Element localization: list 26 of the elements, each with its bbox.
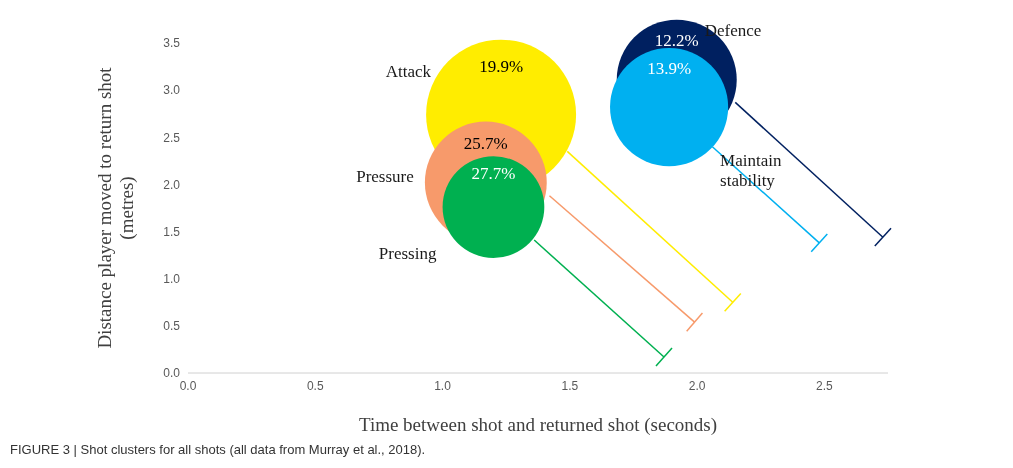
series-label: Pressing [378, 243, 437, 263]
annotation: 19.9% [479, 57, 524, 77]
y-tick-label: 0.0 [163, 366, 181, 381]
y-tick-label: 1.5 [163, 224, 181, 239]
y-tick-label: 0.5 [163, 319, 181, 334]
x-tick-label: 0.0 [179, 378, 197, 393]
x-tick-label: 1.0 [434, 378, 452, 393]
caption: FIGURE 3 | Shot clusters for all shots (all data from Murray et al., 2018). [9, 441, 427, 459]
series-label: Pressure [356, 166, 414, 186]
series-label: Attack [385, 61, 432, 81]
annotation: 12.2% [654, 31, 699, 51]
x-tick-label: 0.5 [306, 378, 324, 393]
annotation: 13.9% [647, 59, 692, 79]
y-tick-label: 3.0 [163, 83, 181, 98]
annotation: 27.7% [471, 164, 516, 184]
y-axis-title: Distance player moved to return shot (metres) [94, 66, 138, 349]
y-tick-label: 2.5 [163, 130, 181, 145]
x-tick-label: 2.5 [816, 378, 834, 393]
x-tick-label: 2.0 [688, 378, 706, 393]
series-label: Defence [704, 20, 762, 40]
x-axis-title: Time between shot and returned shot (seconds) [358, 414, 718, 436]
y-tick-label: 3.5 [163, 36, 181, 51]
y-tick-label: 1.0 [163, 271, 181, 286]
annotation: 25.7% [463, 133, 508, 153]
y-tick-label: 2.0 [163, 177, 181, 192]
x-tick-label: 1.5 [561, 378, 579, 393]
